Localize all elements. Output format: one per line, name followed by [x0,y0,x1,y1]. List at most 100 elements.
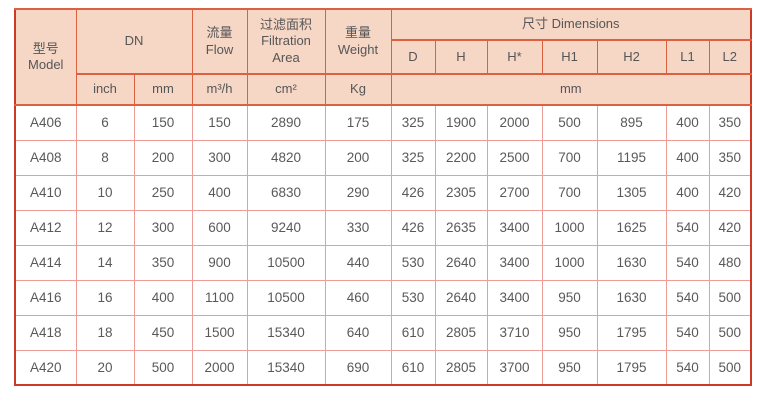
cell-dim-h1: 1000 [541,209,598,246]
cell-dim-l2: 420 [708,174,752,211]
cell-dim-l2: 500 [708,279,752,316]
header-flow-zh: 流量 [206,25,233,41]
header-model-zh: 型号 [32,40,59,56]
header-unit-flow: m³/h [191,73,248,106]
cell-flow: 150 [191,104,248,141]
cell-dn-inch: 14 [75,244,135,281]
cell-dn-mm: 350 [133,244,193,281]
cell-weight: 200 [324,139,392,176]
cell-dim-hstar: 3400 [486,279,543,316]
header-unit-inch: inch [75,73,135,106]
cell-dim-l1: 540 [665,349,710,386]
cell-weight: 640 [324,314,392,351]
cell-dn-mm: 150 [133,104,193,141]
cell-dn-mm: 500 [133,349,193,386]
cell-dn-inch: 8 [75,139,135,176]
cell-dim-hstar: 2000 [486,104,543,141]
cell-dim-l1: 400 [665,139,710,176]
cell-weight: 460 [324,279,392,316]
table-row: A416 16 400 1100 10500 460 530 2640 3400… [14,279,752,316]
header-dim-d: D [390,39,436,75]
cell-dim-h1: 950 [541,279,598,316]
cell-dim-h2: 1630 [596,244,667,281]
cell-dim-l2: 350 [708,104,752,141]
cell-dim-h2: 1625 [596,209,667,246]
cell-model: A420 [14,349,77,386]
cell-filtration-area: 10500 [246,244,326,281]
cell-dim-h1: 950 [541,349,598,386]
header-dim-l2: L2 [708,39,752,75]
cell-weight: 440 [324,244,392,281]
table-row: A418 18 450 1500 15340 640 610 2805 3710… [14,314,752,351]
cell-dim-d: 325 [390,104,436,141]
cell-dn-inch: 20 [75,349,135,386]
cell-weight: 290 [324,174,392,211]
cell-dn-inch: 6 [75,104,135,141]
header-model-en: Model [28,57,64,72]
header-flow: 流量 Flow [191,8,248,75]
cell-dim-h: 2305 [434,174,488,211]
cell-dim-h1: 700 [541,174,598,211]
table-row: A406 6 150 150 2890 175 325 1900 2000 50… [14,104,752,141]
spec-table: 型号 Model DN 流量 Flow 过滤面积 Filtration Area… [14,8,753,386]
header-dimensions: 尺寸 Dimensions [390,8,752,41]
table-row: A412 12 300 600 9240 330 426 2635 3400 1… [14,209,752,246]
cell-filtration-area: 15340 [246,349,326,386]
cell-dim-h: 2640 [434,279,488,316]
cell-filtration-area: 4820 [246,139,326,176]
header-dim-h1: H1 [541,39,598,75]
cell-dim-h2: 1630 [596,279,667,316]
cell-dn-mm: 300 [133,209,193,246]
header-model: 型号 Model [14,8,77,106]
cell-model: A414 [14,244,77,281]
cell-flow: 1100 [191,279,248,316]
cell-flow: 400 [191,174,248,211]
cell-filtration-area: 15340 [246,314,326,351]
table-row: A410 10 250 400 6830 290 426 2305 2700 7… [14,174,752,211]
cell-dn-mm: 200 [133,139,193,176]
cell-dim-h: 2635 [434,209,488,246]
cell-dim-h2: 1195 [596,139,667,176]
cell-dim-h2: 1795 [596,314,667,351]
header-filtration-zh: 过滤面积 [259,17,312,33]
cell-filtration-area: 6830 [246,174,326,211]
cell-flow: 900 [191,244,248,281]
cell-model: A416 [14,279,77,316]
cell-dim-hstar: 3400 [486,209,543,246]
cell-filtration-area: 9240 [246,209,326,246]
cell-model: A418 [14,314,77,351]
table-row: A414 14 350 900 10500 440 530 2640 3400 … [14,244,752,281]
cell-dim-l2: 420 [708,209,752,246]
cell-dim-l1: 400 [665,104,710,141]
header-dim-h: H [434,39,488,75]
cell-dn-inch: 18 [75,314,135,351]
cell-dim-l1: 540 [665,209,710,246]
cell-dim-l1: 540 [665,244,710,281]
cell-dn-mm: 250 [133,174,193,211]
cell-weight: 330 [324,209,392,246]
cell-weight: 690 [324,349,392,386]
cell-dim-l1: 540 [665,279,710,316]
cell-model: A410 [14,174,77,211]
header-filtration-area: 过滤面积 Filtration Area [246,8,326,75]
cell-dn-inch: 12 [75,209,135,246]
header-dim-h2: H2 [596,39,667,75]
cell-dim-h1: 950 [541,314,598,351]
header-weight-en: Weight [337,41,379,57]
cell-dim-hstar: 2500 [486,139,543,176]
cell-model: A412 [14,209,77,246]
cell-dim-h1: 1000 [541,244,598,281]
header-dim-hstar: H* [486,39,543,75]
cell-dim-d: 530 [390,244,436,281]
cell-dim-l2: 500 [708,314,752,351]
cell-dim-d: 610 [390,314,436,351]
cell-dn-inch: 16 [75,279,135,316]
spec-table-container: 型号 Model DN 流量 Flow 过滤面积 Filtration Area… [14,8,753,386]
cell-dim-h: 2640 [434,244,488,281]
cell-dim-h1: 700 [541,139,598,176]
cell-dim-d: 610 [390,349,436,386]
cell-dim-h2: 1795 [596,349,667,386]
cell-dim-h2: 895 [596,104,667,141]
header-dim-l1: L1 [665,39,710,75]
header-unit-weight: Kg [324,73,392,106]
